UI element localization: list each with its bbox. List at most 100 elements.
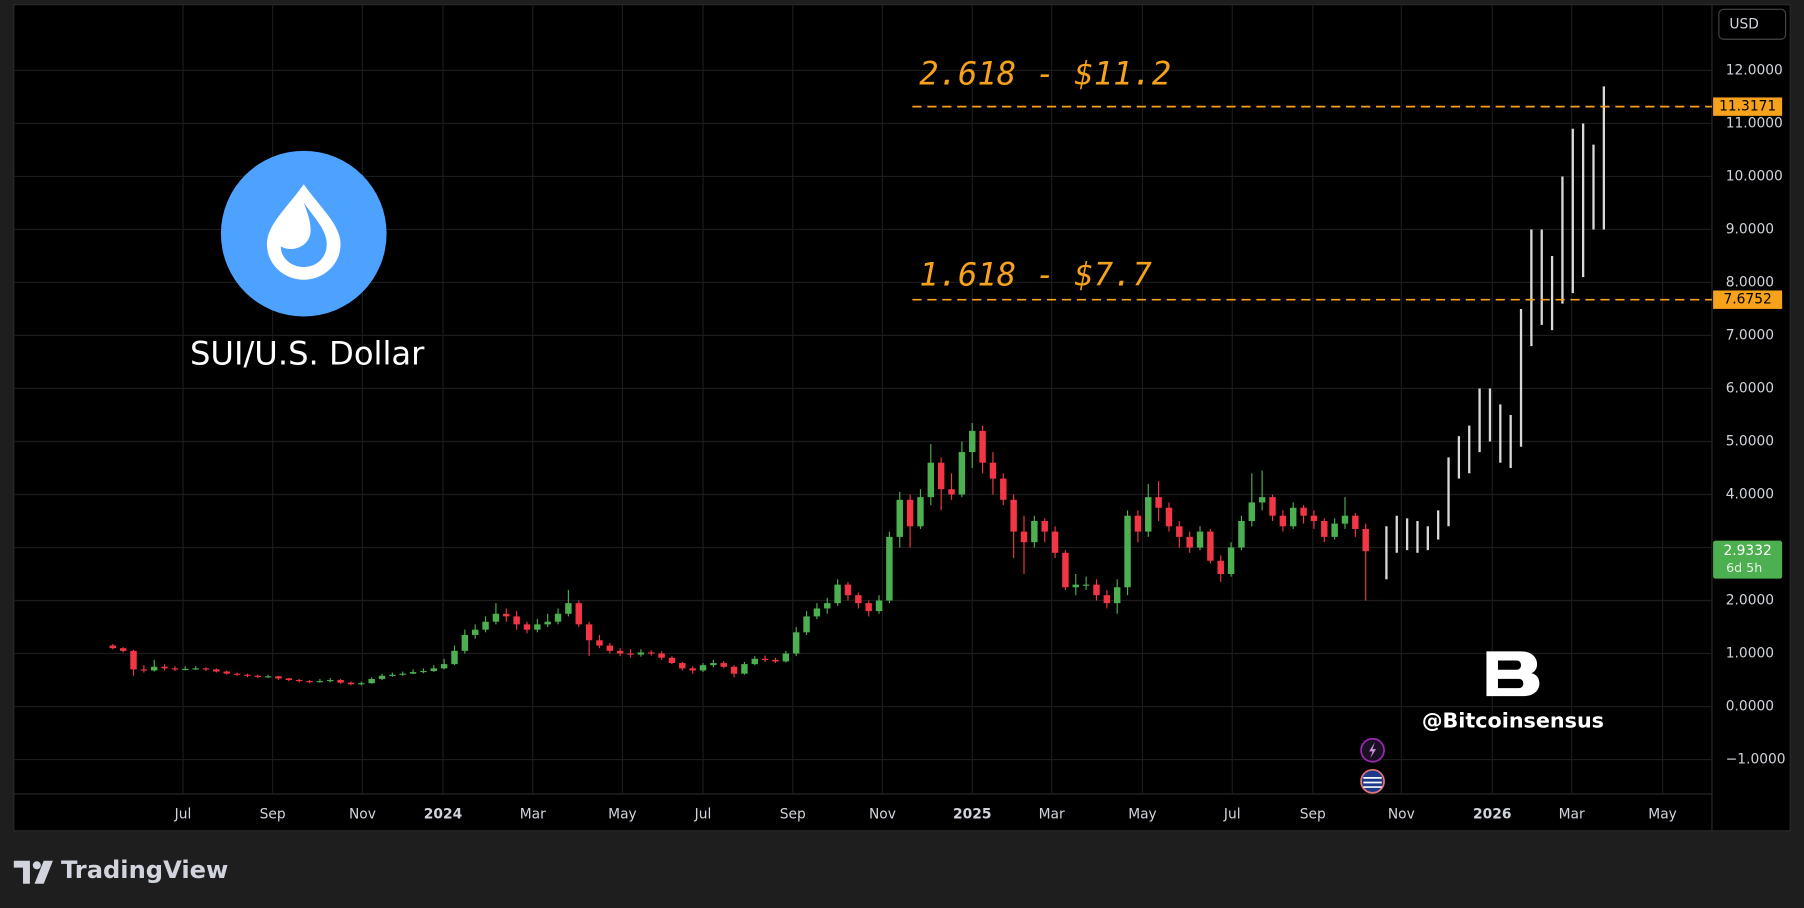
candle-body: [244, 674, 251, 676]
candle-body: [1041, 520, 1048, 532]
candle-body: [161, 666, 168, 669]
y-tick-label: 0.0000: [1726, 699, 1774, 715]
candle-body: [906, 499, 914, 527]
x-tick-label: Nov: [869, 807, 896, 823]
marks: [109, 86, 1606, 686]
candle-body: [1217, 560, 1224, 575]
x-tick-label: 2026: [1473, 807, 1511, 823]
candle-body: [192, 668, 199, 670]
candle-body: [1310, 515, 1318, 521]
x-tick-label: Mar: [1559, 807, 1585, 823]
candle-body: [420, 671, 427, 673]
candle-body: [565, 603, 572, 614]
currency-button[interactable]: [1718, 8, 1787, 40]
price-tag-label: 7.6752: [1723, 292, 1771, 308]
candle-body: [1010, 499, 1017, 532]
candle-body: [627, 653, 634, 655]
candle-body: [1031, 520, 1038, 543]
y-tick-label: 10.0000: [1726, 168, 1783, 184]
candle-body: [1300, 507, 1307, 516]
candle-body: [202, 668, 210, 670]
chart-title: SUI/U.S. Dollar: [190, 335, 425, 373]
candle-body: [1124, 515, 1131, 588]
candle-body: [295, 680, 303, 682]
candle-body: [1155, 497, 1162, 508]
candle-body: [896, 499, 903, 537]
y-tick-label: 11.0000: [1726, 115, 1783, 131]
candle-body: [140, 669, 148, 671]
x-tick-label: May: [1648, 807, 1677, 823]
candle-body: [927, 462, 935, 498]
candle-body: [1331, 523, 1338, 537]
candle-body: [399, 673, 406, 675]
candle-body: [1093, 584, 1100, 596]
candle-body: [844, 584, 852, 596]
candle-body: [1227, 547, 1235, 575]
candle-body: [1238, 520, 1245, 548]
candle-body: [1269, 497, 1276, 516]
x-tick-label: Sep: [1300, 807, 1326, 823]
candle-body: [761, 658, 769, 660]
candle-body: [389, 674, 396, 676]
candle-body: [751, 658, 759, 665]
price-tag: [1713, 290, 1783, 309]
candle-body: [710, 663, 717, 666]
candle-body: [596, 640, 603, 646]
candle-body: [503, 613, 510, 617]
candle-body: [1279, 515, 1287, 527]
brand-logo-dot: [32, 861, 41, 870]
candle-body: [534, 624, 541, 630]
candle-body: [948, 489, 955, 495]
y-tick-label: 6.0000: [1726, 380, 1774, 396]
candle-body: [979, 430, 986, 463]
candle-body: [1134, 515, 1142, 532]
candle-body: [616, 650, 624, 654]
candle-body: [730, 666, 738, 674]
candle-body: [451, 650, 458, 665]
y-tick-label: 2.0000: [1726, 593, 1774, 609]
candle-body: [824, 603, 831, 609]
candle-body: [264, 676, 272, 678]
candle-body: [917, 497, 924, 527]
candle-body: [648, 652, 655, 654]
x-tick-label: May: [1128, 807, 1157, 823]
y-tick-label: 9.0000: [1726, 221, 1774, 237]
candle-body: [1103, 595, 1111, 604]
candle-body: [658, 653, 665, 658]
brand-logo: [13, 860, 53, 884]
candle-body: [492, 613, 500, 622]
event-icon[interactable]: [1360, 768, 1385, 794]
candle-body: [1062, 552, 1069, 588]
candle-body: [513, 616, 520, 625]
candle-body: [223, 671, 230, 674]
price-tag: [1713, 97, 1783, 116]
candle-body: [1258, 497, 1266, 503]
candle-body: [855, 595, 862, 604]
candle-body: [1341, 515, 1349, 524]
candle-body: [430, 668, 438, 672]
candle-body: [741, 664, 748, 674]
candle-body: [182, 668, 189, 671]
candle-body: [1020, 531, 1028, 543]
candle-body: [969, 430, 976, 453]
candle-body: [109, 645, 117, 649]
candle-body: [316, 681, 324, 683]
candle-body: [1186, 536, 1193, 548]
candle-body: [606, 645, 614, 651]
watermark: @Bitcoinsensus: [1422, 708, 1604, 732]
candle-body: [1000, 478, 1007, 500]
y-tick-label: 1.0000: [1726, 646, 1774, 662]
candle-body: [668, 657, 676, 664]
candle-body: [306, 681, 313, 683]
candle-body: [1196, 531, 1204, 548]
candle-body: [1145, 497, 1152, 532]
candle-body: [585, 624, 593, 641]
currency-label[interactable]: USD: [1729, 16, 1758, 32]
candle-body: [1289, 507, 1297, 527]
x-tick-label: Mar: [520, 807, 546, 823]
candle-body: [471, 629, 479, 635]
candle-body: [1176, 526, 1183, 537]
candle-body: [347, 682, 355, 685]
price-tag-label: 11.3171: [1719, 99, 1776, 115]
